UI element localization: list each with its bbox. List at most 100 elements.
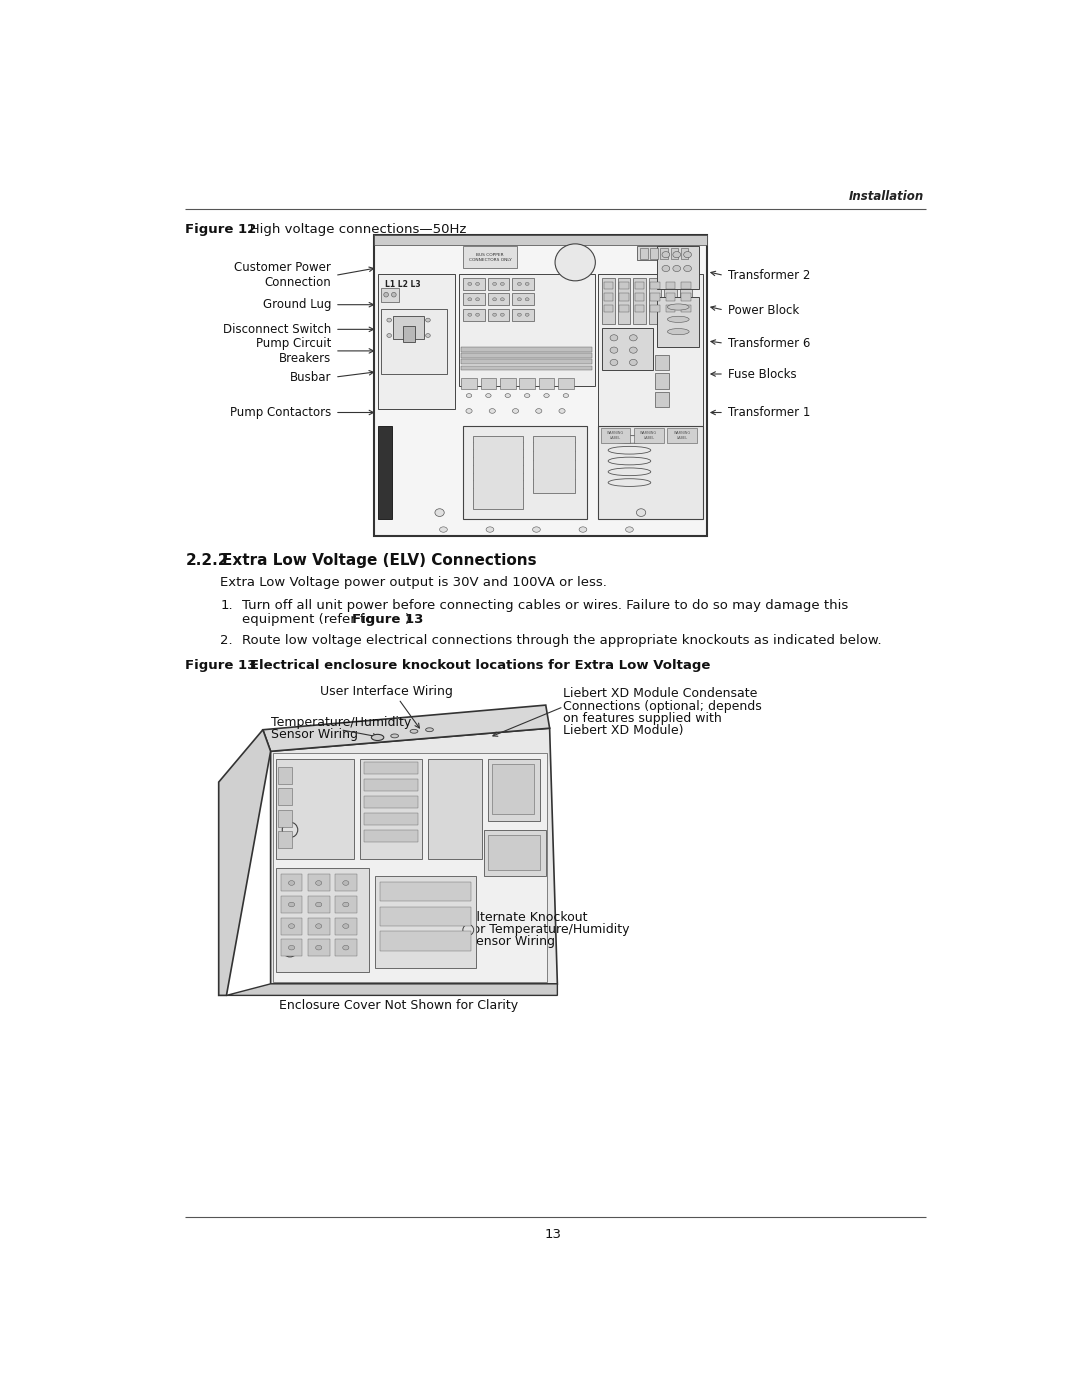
Bar: [375, 876, 476, 968]
Bar: [335, 875, 356, 891]
Ellipse shape: [544, 394, 550, 398]
Bar: [381, 309, 447, 374]
Text: WARNING
LABEL: WARNING LABEL: [607, 432, 624, 440]
Text: L1 L2 L3: L1 L2 L3: [386, 279, 421, 289]
Bar: [380, 882, 471, 901]
Bar: [657, 246, 699, 289]
Ellipse shape: [532, 527, 540, 532]
Ellipse shape: [383, 292, 389, 298]
Bar: [666, 305, 675, 313]
Ellipse shape: [489, 409, 496, 414]
Bar: [463, 309, 485, 321]
Bar: [633, 278, 646, 324]
Ellipse shape: [282, 823, 298, 838]
Bar: [378, 426, 392, 518]
Text: Sensor Wiring: Sensor Wiring: [469, 936, 555, 949]
Ellipse shape: [512, 409, 518, 414]
Bar: [308, 895, 329, 914]
Bar: [618, 278, 631, 324]
Bar: [657, 298, 699, 346]
Ellipse shape: [684, 265, 691, 271]
Ellipse shape: [288, 902, 295, 907]
Text: 2.: 2.: [220, 634, 233, 647]
Bar: [380, 932, 471, 951]
Bar: [364, 830, 418, 842]
Bar: [619, 305, 629, 313]
Bar: [481, 377, 496, 388]
Bar: [491, 764, 535, 814]
Bar: [664, 278, 677, 324]
Text: Connections (optional; depends: Connections (optional; depends: [563, 700, 761, 712]
Bar: [460, 359, 592, 365]
Bar: [488, 293, 510, 306]
Ellipse shape: [667, 305, 689, 310]
Text: 2.2.2: 2.2.2: [186, 553, 229, 567]
Ellipse shape: [342, 946, 349, 950]
Bar: [519, 377, 535, 388]
Ellipse shape: [559, 409, 565, 414]
Bar: [650, 282, 660, 289]
Bar: [281, 918, 302, 935]
Ellipse shape: [435, 509, 444, 517]
Bar: [650, 247, 658, 258]
Polygon shape: [262, 705, 550, 752]
Text: on features supplied with: on features supplied with: [563, 712, 721, 725]
Bar: [637, 246, 693, 260]
Ellipse shape: [492, 298, 497, 300]
Ellipse shape: [673, 265, 680, 271]
Bar: [273, 753, 548, 982]
Ellipse shape: [372, 735, 383, 740]
Ellipse shape: [315, 880, 322, 886]
Ellipse shape: [315, 923, 322, 929]
Ellipse shape: [475, 282, 480, 285]
Bar: [279, 767, 293, 784]
Bar: [484, 830, 545, 876]
Bar: [335, 918, 356, 935]
Bar: [603, 328, 652, 370]
Bar: [649, 278, 661, 324]
Ellipse shape: [500, 298, 504, 300]
Ellipse shape: [392, 292, 396, 298]
Ellipse shape: [630, 359, 637, 366]
Bar: [279, 810, 293, 827]
Bar: [604, 282, 613, 289]
Bar: [650, 305, 660, 313]
Bar: [380, 907, 471, 926]
Ellipse shape: [288, 880, 295, 886]
Bar: [403, 327, 415, 342]
Text: User Interface Wiring: User Interface Wiring: [321, 685, 454, 698]
Text: Disconnect Switch: Disconnect Switch: [222, 323, 332, 335]
Ellipse shape: [517, 313, 522, 316]
Bar: [463, 246, 517, 268]
Bar: [463, 293, 485, 306]
Bar: [681, 282, 691, 289]
Bar: [374, 236, 707, 535]
Bar: [308, 918, 329, 935]
Text: equipment (refer to: equipment (refer to: [242, 613, 378, 626]
Ellipse shape: [500, 282, 504, 285]
Ellipse shape: [468, 282, 472, 285]
Text: Enclosure Cover Not Shown for Clarity: Enclosure Cover Not Shown for Clarity: [279, 999, 518, 1013]
Ellipse shape: [555, 244, 595, 281]
Ellipse shape: [610, 359, 618, 366]
Text: Customer Power
Connection: Customer Power Connection: [234, 261, 332, 289]
Ellipse shape: [492, 313, 497, 316]
Bar: [393, 316, 424, 339]
Bar: [488, 759, 540, 820]
Ellipse shape: [636, 509, 646, 517]
Text: Transformer 6: Transformer 6: [728, 337, 810, 349]
Bar: [680, 247, 688, 258]
Text: Power Block: Power Block: [728, 303, 799, 317]
Bar: [667, 427, 697, 443]
Bar: [598, 426, 703, 518]
Bar: [488, 309, 510, 321]
Ellipse shape: [410, 729, 418, 733]
Ellipse shape: [673, 251, 680, 257]
Bar: [276, 759, 353, 859]
Text: Figure 13: Figure 13: [186, 659, 257, 672]
Bar: [335, 895, 356, 914]
Text: Liebert XD Module Condensate: Liebert XD Module Condensate: [563, 687, 757, 700]
Bar: [650, 293, 660, 300]
Bar: [539, 377, 554, 388]
Bar: [488, 278, 510, 291]
